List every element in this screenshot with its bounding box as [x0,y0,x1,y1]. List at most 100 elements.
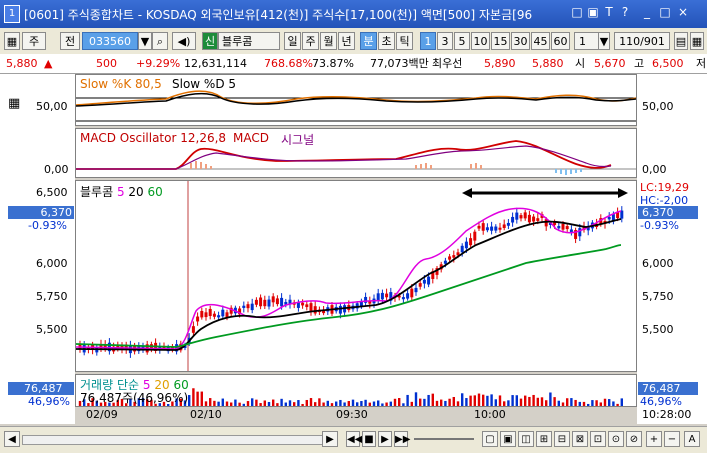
app-icon[interactable]: 1 [4,5,20,23]
period-month[interactable]: 월 [320,32,337,50]
text-icon[interactable]: T [605,5,613,19]
ma60-line [76,244,622,348]
scrollbar[interactable] [22,435,324,445]
candle [221,309,225,317]
candle [116,344,120,348]
grid-icon[interactable]: ▦ [8,96,21,111]
candle [406,293,410,299]
count-dropdown-icon[interactable]: ▼ [598,32,610,50]
candle [296,302,300,308]
stop-icon[interactable]: ■ [362,431,376,447]
volume-bar [570,398,573,406]
search-icon[interactable]: ⌕ [152,32,168,50]
speed-slider[interactable] [414,438,474,440]
tool-icon[interactable]: ⊠ [572,431,588,447]
stock-name[interactable]: 블루콤 [218,32,280,50]
period-tick[interactable]: 틱 [396,32,413,50]
zoom-out-icon[interactable]: − [664,431,680,447]
candle [565,226,569,230]
maximize-icon[interactable]: □ [659,5,671,19]
volume-bar [398,398,401,406]
candle [389,292,393,301]
candle [506,222,510,226]
volume-bar [272,399,275,406]
interval-30[interactable]: 30 [511,32,530,50]
volume-bar [154,403,157,406]
close-icon[interactable]: × [677,5,689,19]
scroll-right-icon[interactable]: ▶ [322,431,338,447]
zoom-in-icon[interactable]: + [646,431,662,447]
volume-bar [557,400,560,406]
restore-screen-icon[interactable]: ▣ [587,5,599,19]
screen-icon[interactable]: □ [571,5,583,19]
interval-5[interactable]: 5 [454,32,470,50]
candle [427,276,431,285]
x-date-0209: 02/09 [86,408,118,421]
play-icon[interactable]: ▶ [378,431,392,447]
candle [368,301,372,304]
tool-icon[interactable]: ◫ [518,431,534,447]
volume-bar [414,392,418,406]
up-arrow-icon: ▲ [44,57,53,70]
fast-backward-icon[interactable]: ◀◀ [346,431,362,447]
interval-3[interactable]: 3 [437,32,453,50]
bottom-toolbar: ◀ ▶ ◀◀ ■ ▶ ▶▶ ▢ ▣ ◫ ⊞ ⊟ ⊠ ⊡ ⊙ ⊘ + − A [0,426,707,453]
tool-icon[interactable]: ⊡ [590,431,606,447]
interval-10[interactable]: 10 [471,32,490,50]
period-minute[interactable]: 분 [360,32,377,50]
candle [250,303,254,311]
candle [229,307,233,314]
candle [99,344,103,349]
price-change: 500 [96,57,117,70]
candle [456,252,460,256]
macd-pane[interactable]: MACD Oscillator 12,26,8 MACD 시그널 [75,128,637,178]
minimize-icon[interactable]: _ [644,5,650,19]
stochastic-pane[interactable]: Slow %K 80,5 Slow %D 5 [75,74,637,126]
interval-15[interactable]: 15 [491,32,510,50]
period-day[interactable]: 일 [284,32,301,50]
volume-bar [288,400,292,406]
interval-45[interactable]: 45 [531,32,550,50]
scroll-left-icon[interactable]: ◀ [4,431,20,447]
volume-bar [196,391,199,406]
price-level-right-6000: 6,000 [642,257,674,270]
tool-icon[interactable]: ⊘ [626,431,642,447]
volume-bar [540,397,544,406]
volume-bar [620,398,623,406]
tool-icon[interactable]: ⊙ [608,431,624,447]
fast-forward-icon[interactable]: ▶▶ [394,431,410,447]
price-pane[interactable]: 블루콤 5 20 60 [75,180,637,372]
stock-code-input[interactable]: 033560 [82,32,138,50]
current-pct-right: -0.93% [640,219,679,232]
period-week[interactable]: 주 [302,32,319,50]
volume-bar [162,401,166,406]
volume-bar [456,401,460,406]
tool-icon[interactable]: ▢ [482,431,498,447]
settings-icon[interactable]: ▤ [674,32,688,50]
high-label: 고 [634,57,645,70]
candle [275,298,279,305]
font-size-icon[interactable]: A [684,431,700,447]
volume-bar [377,400,380,406]
interval-1[interactable]: 1 [420,32,436,50]
interval-60[interactable]: 60 [551,32,570,50]
speaker-icon[interactable]: ◀) [172,32,196,50]
grid-icon[interactable]: ▦ [690,32,704,50]
period-year[interactable]: 년 [338,32,355,50]
volume-bar [209,398,212,406]
volume-pane[interactable]: 거래량 단순 5 20 60 76,487주(46,96%) [75,374,637,407]
help-icon[interactable]: ? [621,5,629,19]
type-select[interactable]: 주 [22,32,46,50]
tool-icon[interactable]: ▣ [500,431,516,447]
volume-bar [561,402,565,406]
candle [246,304,250,309]
market-select[interactable]: 전 [60,32,80,50]
macd-osc-bars [190,161,482,169]
tool-icon[interactable]: ⊟ [554,431,570,447]
code-dropdown-icon[interactable]: ▼ [138,32,152,50]
period-second[interactable]: 초 [378,32,395,50]
layout-icon[interactable]: ▦ [4,32,20,50]
open-label: 시 [575,57,586,70]
volume-bar [238,402,241,406]
tool-icon[interactable]: ⊞ [536,431,552,447]
